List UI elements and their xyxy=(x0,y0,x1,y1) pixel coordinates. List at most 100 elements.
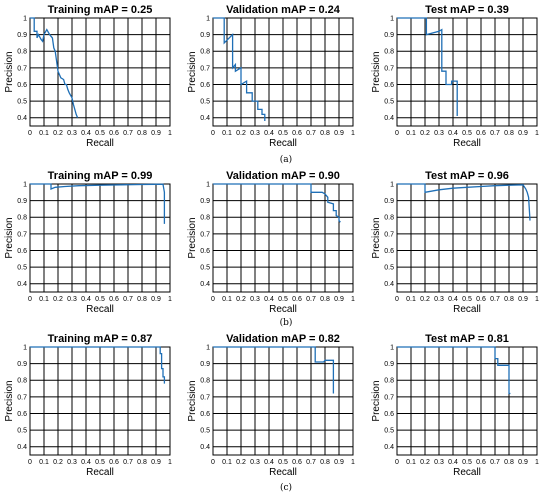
x-tick-label: 0 xyxy=(395,130,399,137)
y-tick-label: 0.6 xyxy=(384,82,394,89)
y-tick-label: 0.5 xyxy=(384,428,394,435)
x-tick-label: 0.8 xyxy=(137,296,147,303)
y-tick-label: 0.9 xyxy=(200,32,210,39)
x-tick-label: 1 xyxy=(351,459,355,466)
y-tick-label: 0.6 xyxy=(17,411,27,418)
x-tick-label: 0.4 xyxy=(264,459,274,466)
x-tick-label: 0.7 xyxy=(490,130,500,137)
precision-recall-curve xyxy=(30,346,166,384)
x-axis-label: Recall xyxy=(269,467,297,478)
x-tick-label: 0.3 xyxy=(434,130,444,137)
x-tick-label: 1 xyxy=(168,459,172,466)
y-tick-label: 0.7 xyxy=(200,394,210,401)
x-tick-label: 0.2 xyxy=(236,296,246,303)
y-tick-label: 0.8 xyxy=(200,215,210,222)
x-tick-label: 0.1 xyxy=(406,130,416,137)
x-tick-label: 0.4 xyxy=(448,296,458,303)
x-tick-label: 0.5 xyxy=(95,296,105,303)
x-tick-label: 0.9 xyxy=(151,459,161,466)
x-tick-label: 0.9 xyxy=(151,130,161,137)
x-tick-label: 0.6 xyxy=(109,459,119,466)
x-tick-label: 0.2 xyxy=(236,130,246,137)
y-tick-label: 0.4 xyxy=(17,115,27,122)
x-tick-label: 0.3 xyxy=(67,296,77,303)
x-tick-label: 1 xyxy=(535,296,539,303)
y-tick-label: 0.6 xyxy=(384,248,394,255)
x-tick-label: 0.3 xyxy=(250,130,260,137)
x-tick-label: 0.6 xyxy=(292,296,302,303)
x-tick-label: 0.7 xyxy=(123,296,133,303)
y-tick-label: 0.9 xyxy=(17,361,27,368)
chart-title: Validation mAP = 0.82 xyxy=(226,333,340,345)
y-tick-label: 0.5 xyxy=(17,265,27,272)
y-tick-label: 0.6 xyxy=(384,411,394,418)
y-tick-label: 1 xyxy=(206,16,210,23)
x-axis-label: Recall xyxy=(86,304,114,315)
x-tick-label: 0.3 xyxy=(434,459,444,466)
chart-panel-8: Validation mAP = 0.82 0 0.1 0.2 0.3 0.4 0.5 0.6… xyxy=(187,333,355,478)
x-tick-label: 0 xyxy=(28,296,32,303)
x-tick-label: 0.2 xyxy=(420,459,430,466)
chart-panel-3: Test mAP = 0.39 0 0.1 0.2 0.3 0.4 0.5 0.6 0.7 0.8… xyxy=(371,4,539,149)
x-tick-label: 0.5 xyxy=(95,130,105,137)
y-tick-label: 0.4 xyxy=(17,281,27,288)
x-tick-label: 0.5 xyxy=(462,296,472,303)
x-tick-label: 0.3 xyxy=(67,130,77,137)
chart-panel-4: Training mAP = 0.99 0 0.1 0.2 0.3 0.4 0.5 0.6 0.… xyxy=(4,170,172,315)
y-tick-label: 0.9 xyxy=(384,361,394,368)
precision-recall-curve xyxy=(213,183,341,223)
precision-recall-curve xyxy=(397,346,511,395)
chart-title: Training mAP = 0.87 xyxy=(48,333,153,345)
x-tick-label: 0.6 xyxy=(476,296,486,303)
y-tick-label: 0.6 xyxy=(17,82,27,89)
x-tick-label: 0.1 xyxy=(39,130,49,137)
y-tick-label: 0.7 xyxy=(17,65,27,72)
precision-recall-curve xyxy=(30,183,166,224)
x-tick-label: 0.4 xyxy=(448,130,458,137)
y-tick-label: 0.7 xyxy=(384,394,394,401)
y-axis-label: Precision xyxy=(4,51,15,92)
chart-panel-1: Training mAP = 0.25 0 0.1 0.2 0.3 0.4 0.5 0.6 0.… xyxy=(4,4,172,149)
plot-frame xyxy=(29,17,171,127)
y-tick-label: 0.5 xyxy=(384,99,394,106)
x-tick-label: 0 xyxy=(395,296,399,303)
chart-panel-2: Validation mAP = 0.24 0 0.1 0.2 0.3 0.4 0.5 0.6… xyxy=(187,4,355,149)
y-tick-label: 0.8 xyxy=(17,49,27,56)
chart-title: Validation mAP = 0.90 xyxy=(226,170,340,182)
y-tick-label: 0.4 xyxy=(200,281,210,288)
x-tick-label: 0.1 xyxy=(406,459,416,466)
x-tick-label: 0.9 xyxy=(518,296,528,303)
x-tick-label: 0.5 xyxy=(462,130,472,137)
x-tick-label: 0.4 xyxy=(81,130,91,137)
x-tick-label: 0.1 xyxy=(222,296,232,303)
x-tick-label: 0 xyxy=(211,130,215,137)
precision-recall-curve xyxy=(213,17,266,121)
caption-c: (c) xyxy=(280,482,292,493)
y-tick-label: 0.5 xyxy=(200,99,210,106)
x-tick-label: 0.8 xyxy=(137,459,147,466)
x-tick-label: 0.5 xyxy=(95,459,105,466)
precision-recall-curve xyxy=(397,17,458,116)
x-tick-label: 0.1 xyxy=(222,130,232,137)
x-tick-label: 0.7 xyxy=(123,130,133,137)
x-tick-label: 1 xyxy=(535,459,539,466)
x-tick-label: 0.8 xyxy=(320,459,330,466)
x-tick-label: 0.7 xyxy=(490,296,500,303)
x-tick-label: 0 xyxy=(395,459,399,466)
x-tick-label: 0.6 xyxy=(109,130,119,137)
chart-panel-5: Validation mAP = 0.90 0 0.1 0.2 0.3 0.4 0.5 0.6… xyxy=(187,170,355,315)
plot-frame xyxy=(212,17,354,127)
plot-frame xyxy=(396,183,538,293)
x-tick-label: 0.4 xyxy=(81,296,91,303)
y-tick-label: 0.8 xyxy=(384,215,394,222)
x-tick-label: 0.6 xyxy=(476,130,486,137)
x-tick-label: 0.6 xyxy=(292,130,302,137)
x-axis-label: Recall xyxy=(269,304,297,315)
x-tick-label: 1 xyxy=(168,296,172,303)
y-tick-label: 0.4 xyxy=(17,444,27,451)
y-tick-label: 0.5 xyxy=(17,99,27,106)
y-tick-label: 1 xyxy=(23,16,27,23)
x-tick-label: 0.6 xyxy=(476,459,486,466)
plot-frame xyxy=(396,17,538,127)
